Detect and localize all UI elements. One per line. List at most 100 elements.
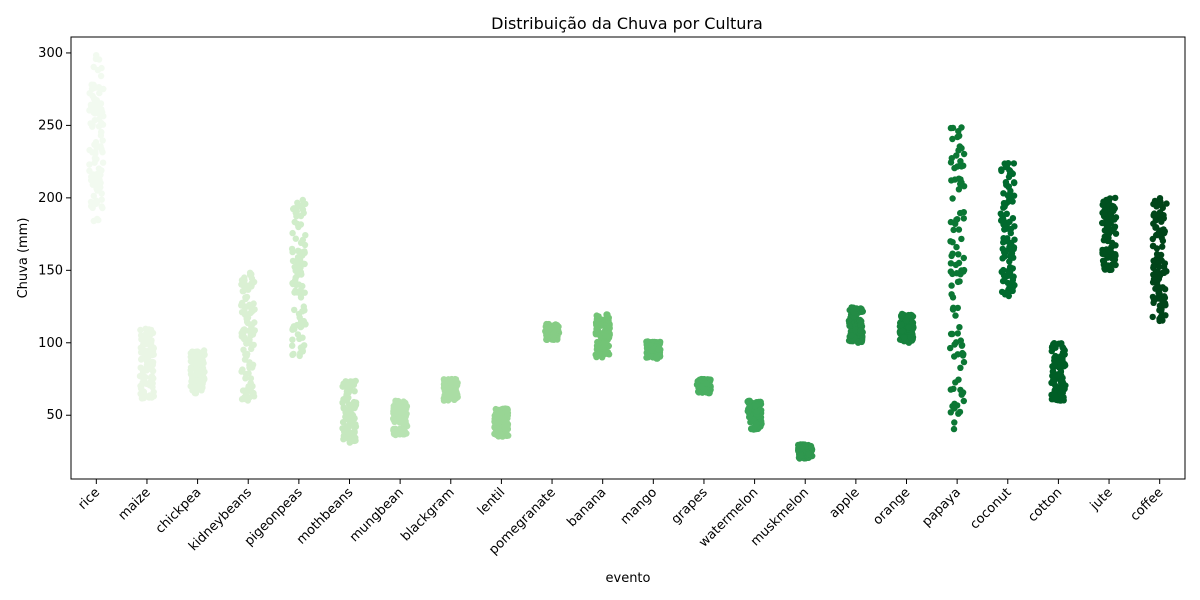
data-point [1152, 224, 1159, 231]
data-point [948, 282, 955, 289]
data-point [606, 325, 613, 332]
data-point [951, 400, 958, 407]
data-point [1004, 279, 1011, 287]
data-point [1000, 239, 1007, 246]
data-point [97, 132, 105, 139]
data-point [955, 226, 963, 233]
data-point [249, 278, 257, 285]
data-point [1161, 293, 1168, 300]
data-point [297, 344, 305, 351]
data-point [960, 209, 967, 216]
data-point [239, 280, 246, 288]
data-point [1057, 362, 1064, 369]
data-point [1153, 250, 1161, 258]
data-point [291, 218, 298, 226]
data-point [90, 217, 98, 225]
data-point [243, 293, 251, 301]
data-point [949, 306, 957, 313]
data-point [898, 321, 905, 329]
data-point [947, 238, 954, 245]
strip-kidneybeans [238, 269, 258, 404]
x-tick-label-papaya: papaya [919, 485, 964, 530]
data-point [1007, 187, 1014, 195]
data-point [454, 393, 461, 401]
data-point [1150, 257, 1157, 264]
data-point [189, 376, 196, 383]
data-point [291, 306, 298, 314]
data-point [289, 280, 297, 288]
chart-title: Distribuição da Chuva por Cultura [491, 14, 763, 33]
data-point [95, 56, 103, 63]
data-point [301, 260, 308, 268]
data-point [949, 135, 956, 143]
data-point [956, 324, 963, 331]
data-point [1154, 284, 1161, 291]
data-point [248, 271, 255, 278]
data-point [1059, 344, 1066, 351]
data-point [238, 396, 246, 403]
data-point [502, 405, 509, 412]
data-point [396, 419, 404, 426]
data-point [341, 434, 348, 441]
data-point [392, 397, 399, 404]
data-point [1160, 226, 1167, 233]
data-point [1108, 227, 1116, 235]
data-point [248, 341, 255, 348]
data-point [604, 350, 612, 357]
data-point [196, 382, 204, 390]
data-point [958, 235, 965, 243]
data-point [94, 187, 101, 194]
data-point [249, 383, 256, 390]
data-point [242, 375, 249, 382]
data-point [89, 123, 96, 130]
data-point [1059, 385, 1066, 392]
strip-coconut [997, 160, 1018, 300]
data-point [902, 317, 910, 324]
data-point [746, 403, 753, 411]
data-point [998, 167, 1005, 175]
data-point [703, 380, 710, 387]
data-point [246, 359, 253, 366]
x-tick-label-mungbean: mungbean [347, 485, 407, 545]
data-point [295, 281, 303, 288]
data-point [1155, 229, 1162, 237]
data-point [142, 373, 149, 381]
data-point [1153, 295, 1160, 302]
data-point [1157, 198, 1164, 206]
data-point [594, 338, 601, 346]
x-tick-label-blackgram: blackgram [398, 485, 457, 544]
data-point [858, 317, 865, 325]
data-point [960, 254, 967, 262]
strip-chickpea [187, 347, 208, 397]
data-point [442, 383, 449, 390]
data-point [898, 312, 905, 319]
data-point [1158, 217, 1165, 224]
data-point [957, 337, 964, 344]
data-point [289, 229, 296, 237]
data-point [247, 309, 254, 317]
data-point [1057, 368, 1065, 375]
data-point [198, 361, 205, 368]
data-point [954, 351, 961, 358]
data-point [1149, 242, 1157, 250]
data-point [1161, 286, 1169, 293]
data-point [446, 378, 454, 385]
data-point [955, 251, 962, 258]
data-point [99, 109, 106, 116]
data-point [1009, 287, 1016, 295]
data-point [1160, 269, 1168, 276]
data-point [148, 373, 156, 380]
strip-mungbean [390, 397, 411, 439]
data-point [544, 328, 551, 335]
data-point [1150, 276, 1158, 283]
data-point [955, 376, 962, 383]
data-point [241, 335, 248, 343]
data-point [956, 408, 964, 416]
data-point [695, 389, 702, 396]
strip-banana [592, 311, 613, 361]
data-point [899, 327, 906, 335]
data-point [1010, 273, 1017, 280]
data-point [797, 452, 804, 459]
data-point [1156, 263, 1163, 271]
data-point [194, 370, 201, 377]
